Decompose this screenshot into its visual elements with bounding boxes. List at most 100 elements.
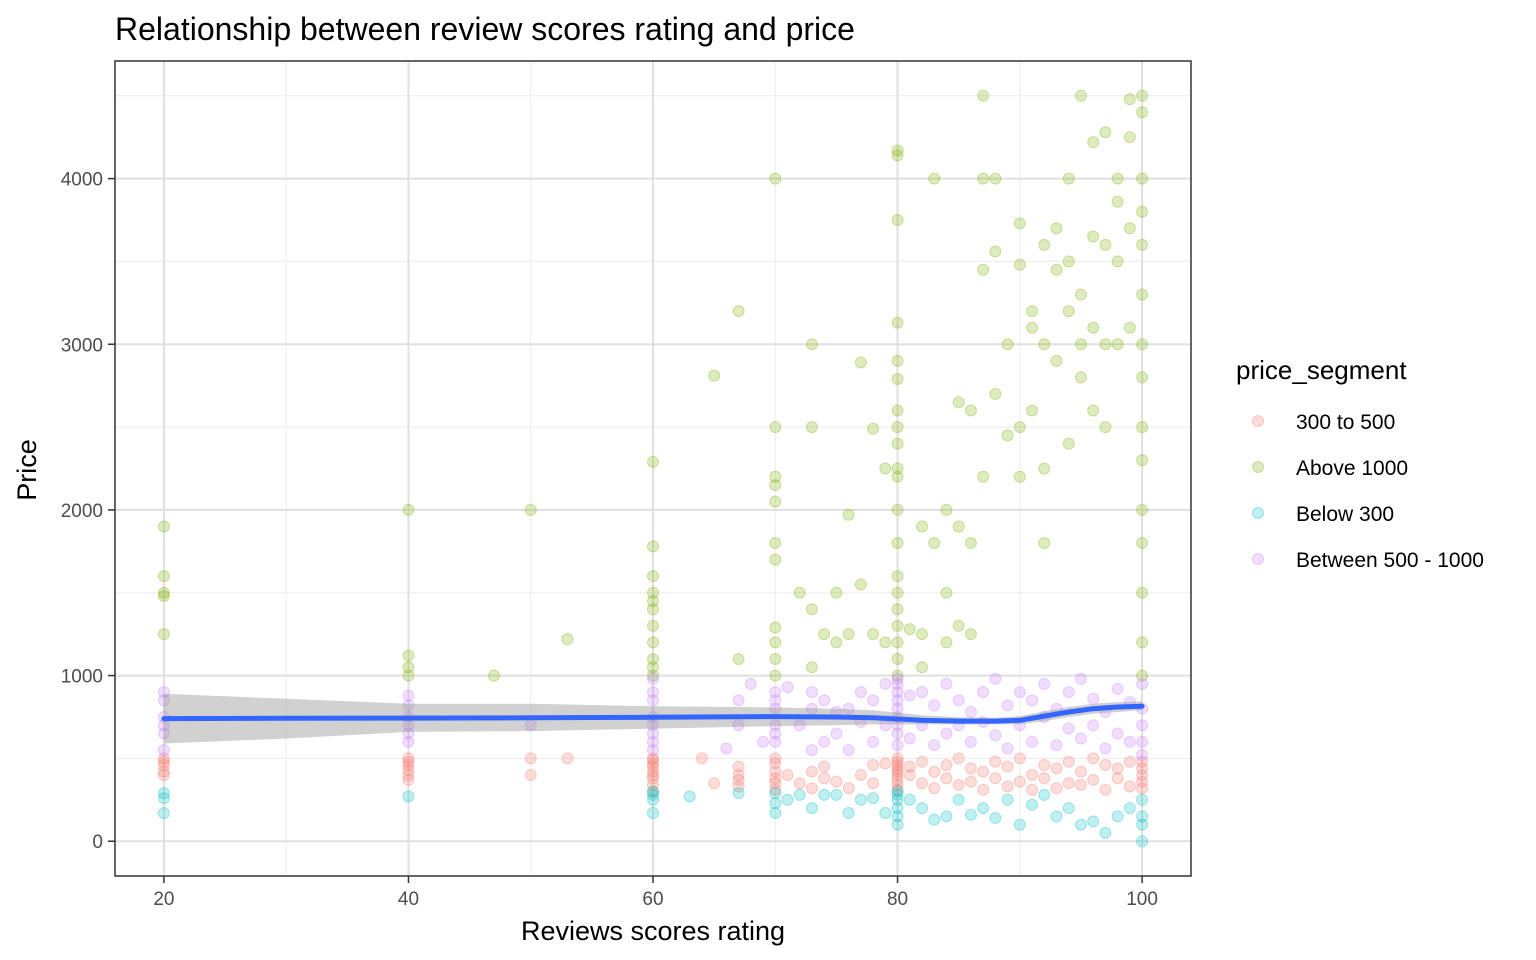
point-below-300 (916, 802, 928, 815)
point-between-500-1000 (757, 735, 770, 748)
point-above-1000 (157, 520, 170, 533)
point-above-1000 (488, 669, 501, 682)
point-above-1000 (1111, 195, 1124, 208)
point-below-300 (1136, 818, 1149, 831)
point-between-500-1000 (793, 719, 806, 732)
point-below-300 (818, 788, 831, 801)
point-below-300 (1001, 793, 1014, 806)
point-below-300 (1123, 802, 1136, 815)
y-axis-label: Price (12, 439, 42, 501)
point-between-500-1000 (903, 732, 916, 745)
point-above-1000 (793, 586, 806, 599)
point-below-300 (989, 812, 1002, 825)
point-300-to-500 (977, 783, 990, 796)
point-between-500-1000 (928, 699, 941, 712)
point-above-1000 (1062, 172, 1075, 185)
point-above-1000 (647, 636, 659, 649)
point-above-1000 (647, 652, 659, 665)
point-above-1000 (769, 495, 782, 508)
point-above-1000 (805, 603, 818, 616)
point-above-1000 (964, 537, 977, 550)
point-above-1000 (1123, 222, 1136, 235)
point-300-to-500 (1001, 780, 1014, 793)
point-above-1000 (940, 586, 953, 599)
point-between-500-1000 (805, 702, 818, 715)
x-tick-label: 20 (153, 889, 174, 910)
point-above-1000 (842, 508, 855, 521)
point-below-300 (891, 810, 904, 823)
point-between-500-1000 (891, 694, 904, 707)
point-above-1000 (1136, 106, 1149, 119)
point-between-500-1000 (1050, 739, 1063, 752)
point-above-1000 (952, 396, 965, 409)
point-300-to-500 (891, 778, 904, 791)
point-below-300 (830, 788, 843, 801)
point-between-500-1000 (647, 694, 659, 707)
point-300-to-500 (402, 752, 415, 765)
point-between-500-1000 (1026, 735, 1039, 748)
point-between-500-1000 (402, 699, 415, 712)
point-below-300 (1074, 818, 1087, 831)
point-300-to-500 (1099, 759, 1112, 772)
point-above-1000 (1038, 462, 1051, 475)
point-above-1000 (1099, 238, 1112, 251)
point-above-1000 (1136, 537, 1149, 550)
point-above-1000 (1136, 238, 1149, 251)
point-300-to-500 (891, 765, 904, 778)
point-below-300 (157, 807, 170, 820)
point-below-300 (903, 793, 916, 806)
legend: price_segment 300 to 500 Above 1000 Below … (1236, 355, 1484, 572)
point-300-to-500 (1074, 778, 1087, 791)
point-between-500-1000 (1062, 722, 1075, 735)
point-above-1000 (1050, 222, 1063, 235)
point-300-to-500 (524, 752, 537, 765)
point-300-to-500 (561, 752, 574, 765)
point-above-1000 (647, 669, 659, 682)
point-300-to-500 (647, 760, 659, 773)
point-between-500-1000 (1001, 742, 1014, 755)
point-between-500-1000 (769, 727, 782, 740)
point-between-500-1000 (818, 735, 831, 748)
point-300-to-500 (1099, 783, 1112, 796)
point-300-to-500 (1136, 775, 1149, 788)
point-300-to-500 (732, 780, 745, 793)
x-tick-label: 40 (398, 889, 419, 910)
point-above-1000 (891, 214, 904, 227)
point-300-to-500 (891, 762, 904, 775)
point-300-to-500 (769, 777, 782, 790)
point-300-to-500 (805, 782, 818, 795)
point-above-1000 (1013, 217, 1026, 230)
point-above-1000 (891, 373, 904, 386)
point-above-1000 (928, 172, 941, 185)
point-300-to-500 (1026, 783, 1039, 796)
point-between-500-1000 (157, 744, 170, 757)
point-above-1000 (940, 503, 953, 516)
point-300-to-500 (1111, 772, 1124, 785)
point-between-500-1000 (1099, 742, 1112, 755)
point-300-to-500 (1136, 782, 1149, 795)
point-300-to-500 (1136, 755, 1149, 768)
point-between-500-1000 (157, 686, 170, 699)
point-300-to-500 (732, 768, 745, 781)
point-below-300 (793, 788, 806, 801)
point-below-300 (854, 793, 867, 806)
point-above-1000 (916, 628, 928, 641)
point-300-to-500 (916, 755, 928, 768)
point-below-300 (1087, 815, 1100, 828)
point-below-300 (647, 788, 659, 801)
point-above-1000 (891, 462, 904, 475)
legend-label: Between 500 - 1000 (1296, 549, 1484, 572)
point-300-to-500 (402, 763, 415, 776)
legend-key (1252, 507, 1264, 519)
point-300-to-500 (1123, 755, 1136, 768)
point-above-1000 (891, 149, 904, 162)
point-above-1000 (830, 586, 843, 599)
point-above-1000 (1013, 470, 1026, 483)
point-300-to-500 (891, 752, 904, 765)
point-above-1000 (1026, 404, 1039, 417)
point-between-500-1000 (891, 672, 904, 685)
point-above-1000 (891, 316, 904, 329)
point-300-to-500 (157, 765, 170, 778)
point-above-1000 (891, 354, 904, 367)
